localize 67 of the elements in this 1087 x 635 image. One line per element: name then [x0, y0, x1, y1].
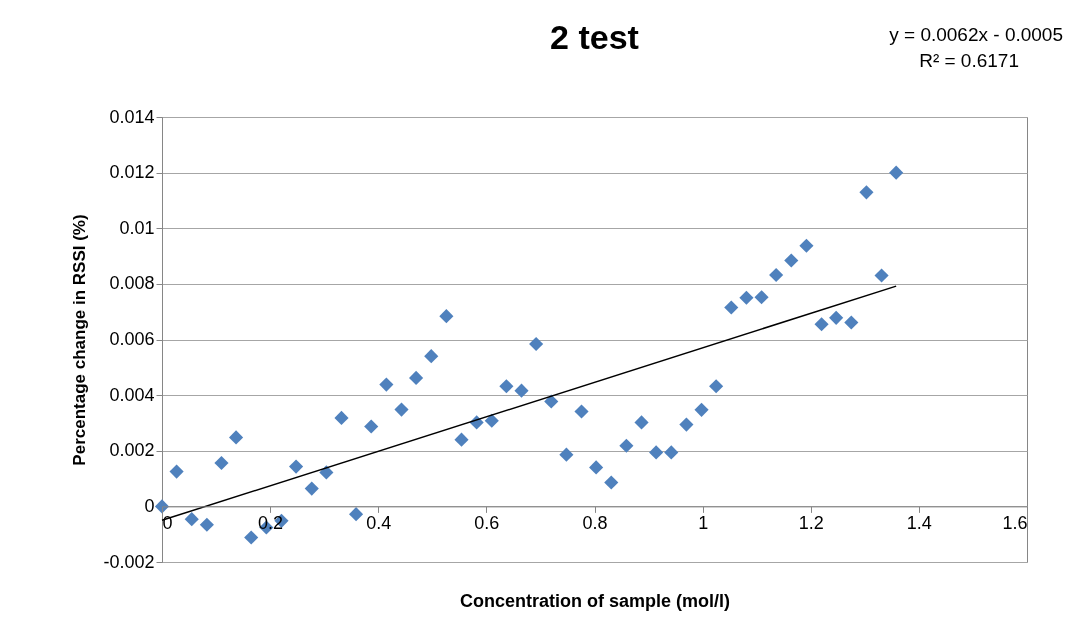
x-tick-label: 1.2: [798, 512, 824, 533]
point: [679, 417, 694, 432]
point: [859, 185, 874, 200]
y-tick-label: 0.01: [119, 217, 155, 238]
x-axis-title: Concentration of sample (mol/l): [459, 590, 731, 611]
point: [228, 430, 244, 445]
point: [559, 447, 574, 462]
y-tick-label: 0.014: [109, 106, 155, 127]
point: [874, 268, 889, 283]
point: [664, 445, 679, 460]
point: [889, 165, 904, 180]
point: [334, 410, 349, 425]
point: [634, 415, 649, 430]
y-tick-label: 0.008: [109, 273, 155, 294]
point: [364, 419, 379, 434]
point: [499, 379, 514, 394]
point: [604, 475, 619, 490]
text: R² = 0.6171: [918, 48, 1019, 73]
point: [844, 315, 859, 330]
x-tick-label: 0.8: [582, 512, 608, 533]
text: y = 0.0062x - 0.0005: [889, 23, 1063, 47]
x-tick-label: 0.4: [366, 512, 392, 533]
point: [799, 238, 814, 253]
x-tick-label: 0.6: [474, 512, 500, 533]
point: [709, 379, 724, 394]
point: [409, 370, 424, 385]
point: [694, 402, 709, 417]
point: [484, 413, 499, 428]
point: [544, 394, 559, 409]
y-tick-label: 0.006: [109, 329, 155, 349]
chart-title: 2 test: [550, 18, 639, 56]
x-tick-label: 0: [162, 512, 173, 533]
point: [304, 481, 319, 496]
point: [514, 383, 529, 398]
y-tick-label: -0.002: [103, 551, 155, 572]
point: [574, 404, 589, 419]
point: [454, 432, 469, 447]
y-tick-label: 0.004: [109, 384, 155, 405]
x-tick-label: 1.6: [1002, 512, 1028, 533]
point: [829, 310, 844, 325]
point: [814, 317, 829, 332]
point: [184, 512, 199, 527]
point: [214, 455, 229, 471]
y-tick-label: 0.012: [109, 162, 155, 183]
point: [754, 290, 769, 305]
point: [394, 402, 409, 417]
point: [784, 253, 799, 268]
y-axis-title: Percentage change in RSSI (%): [70, 214, 90, 466]
point: [289, 459, 304, 474]
y-tick-label: 0: [144, 495, 155, 516]
point: [169, 464, 184, 479]
point: [619, 438, 634, 453]
point: [589, 460, 604, 475]
point: [439, 309, 454, 324]
point: [649, 445, 664, 460]
point: [424, 349, 439, 364]
point: [244, 530, 259, 545]
point: [349, 507, 364, 522]
point: [199, 517, 214, 532]
point: [769, 267, 784, 283]
y-tick-label: 0.002: [109, 440, 155, 461]
x-tick-label: 1.4: [906, 512, 932, 533]
point: [724, 300, 739, 315]
point: [529, 336, 544, 352]
x-tick-label: 1: [698, 512, 709, 533]
point: [739, 290, 754, 305]
point: [379, 377, 394, 392]
